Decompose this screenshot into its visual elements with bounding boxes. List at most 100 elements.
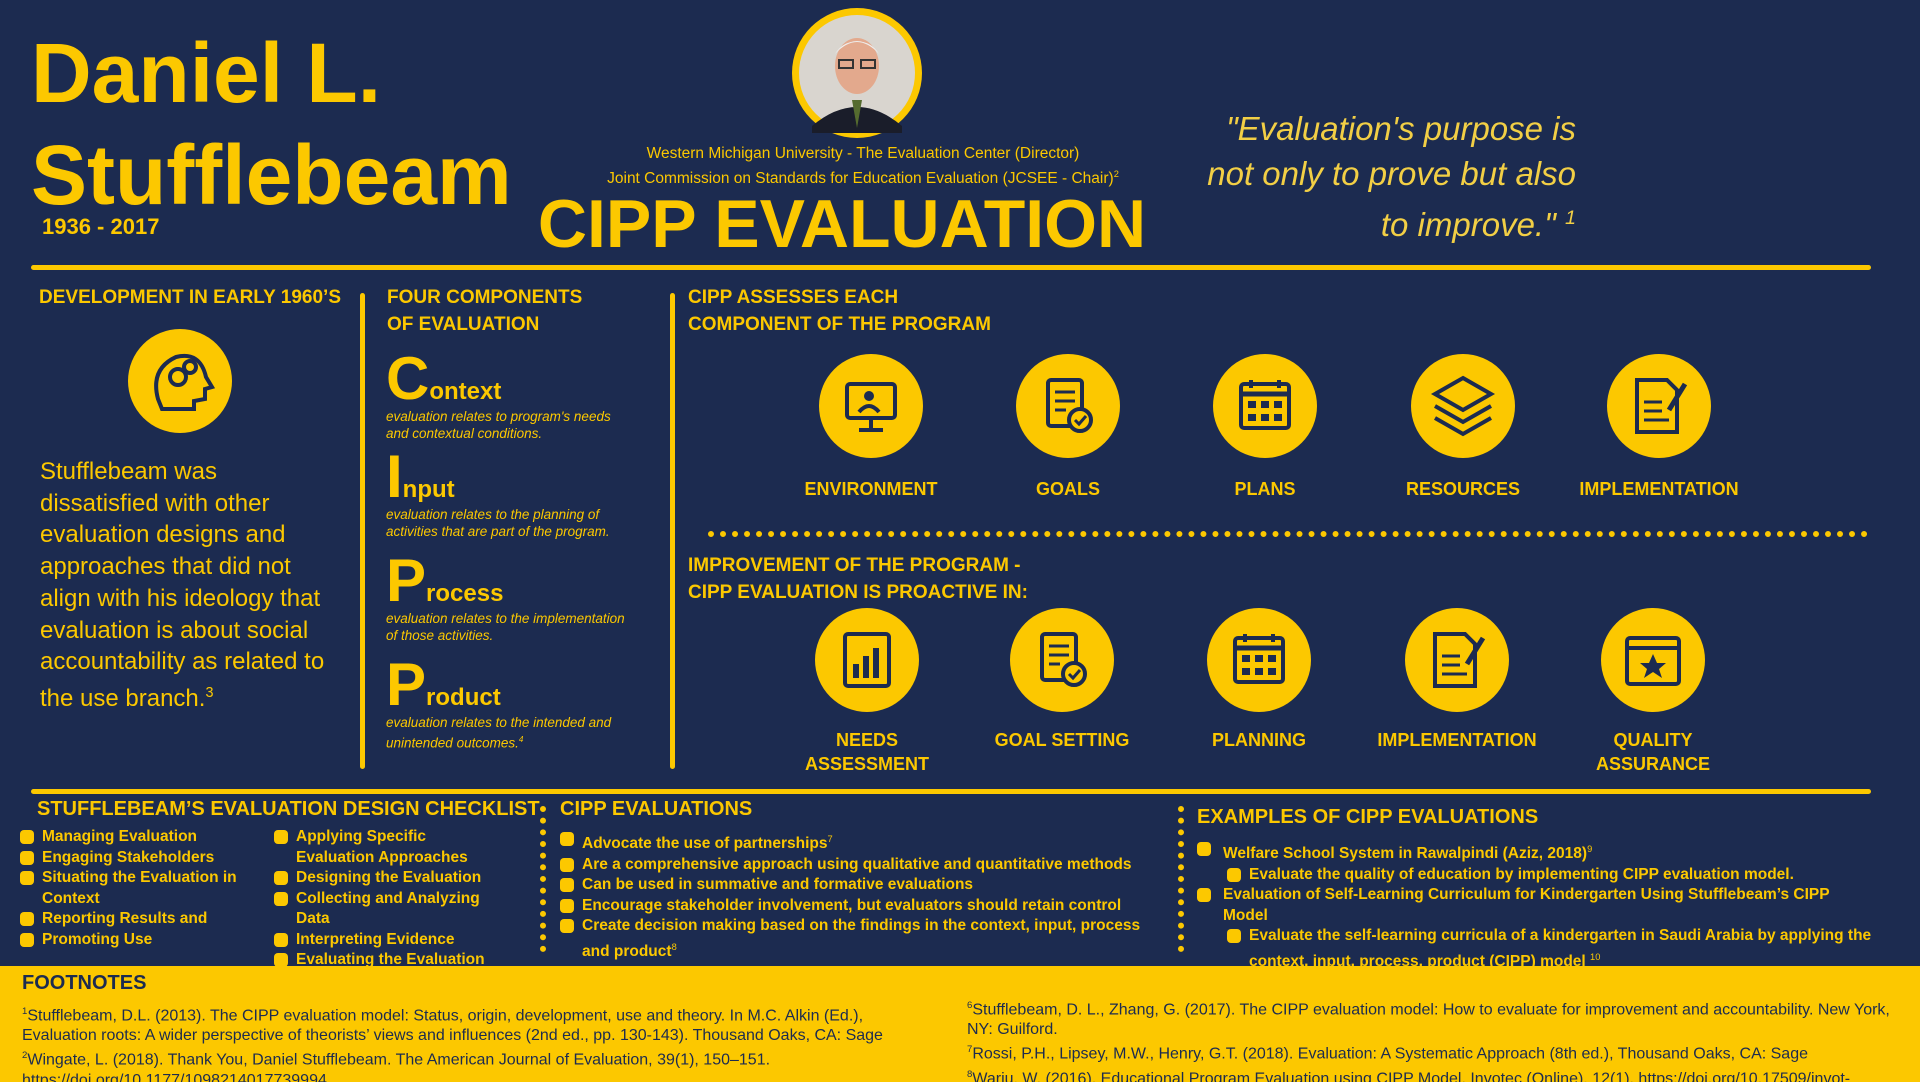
- icon: [128, 329, 232, 433]
- icon-label: QUALITY ASSURANCE: [1595, 730, 1710, 774]
- component-name: rocess: [426, 580, 504, 607]
- icon-label: PLANNING: [1212, 730, 1306, 750]
- initial: C: [386, 345, 430, 412]
- footnote-ref: 2: [1113, 169, 1119, 179]
- footnote-ref: 8: [671, 941, 677, 952]
- list-item: Interpreting Evidence: [274, 930, 504, 951]
- main-title: CIPP EVALUATION: [537, 186, 1147, 262]
- heading-line: IMPROVEMENT OF THE PROGRAM -: [688, 555, 1021, 576]
- footnote-number: 8: [967, 1068, 973, 1080]
- list-item: Managing Evaluation: [20, 827, 260, 848]
- description: evaluation relates to the implementation…: [386, 611, 625, 643]
- dotted-divider: [1178, 806, 1184, 952]
- section-heading: STUFFLEBEAM’S EVALUATION DESIGN CHECKLIS…: [37, 798, 540, 820]
- section-heading: IMPROVEMENT OF THE PROGRAM - CIPP EVALUAT…: [688, 552, 1028, 606]
- footnote-ref: 10: [1590, 951, 1601, 962]
- footnote-ref: 9: [1587, 844, 1593, 854]
- cipp-evaluations: CIPP EVALUATIONS Advocate the use of par…: [560, 798, 1170, 962]
- list-item: Are a comprehensive approach using quali…: [560, 855, 1170, 876]
- list-item: Can be used in summative and formative e…: [560, 875, 1170, 896]
- footnote: 7Rossi, P.H., Lipsey, M.W., Henry, G.T. …: [967, 1040, 1912, 1064]
- footnote-ref: 4: [518, 735, 524, 744]
- initial: P: [386, 547, 427, 614]
- section-heading: CIPP ASSESSES EACH COMPONENT OF THE PROGR…: [688, 284, 991, 338]
- list-item: Collecting and Analyzing Data: [274, 889, 504, 930]
- initial: P: [386, 651, 427, 718]
- list-item: Engaging Stakeholders: [20, 848, 260, 869]
- component: Context evaluation relates to program's n…: [386, 349, 636, 442]
- heading-line: FOUR COMPONENTS: [387, 287, 583, 308]
- list-item: Applying Specific Evaluation Approaches: [274, 827, 504, 868]
- checklist: STUFFLEBEAM’S EVALUATION DESIGN CHECKLIS…: [20, 798, 540, 996]
- divider: [360, 293, 365, 769]
- list-item: Advocate the use of partnerships: [582, 835, 828, 853]
- icon: [1016, 354, 1120, 458]
- list-item: Situating the Evaluation in Context: [20, 868, 260, 909]
- footnotes: FOOTNOTES 1Stufflebeam, D.L. (2013). The…: [0, 966, 1920, 1082]
- footnote-ref: 7: [827, 834, 833, 844]
- icon-label: IMPLEMENTATION: [1579, 479, 1739, 499]
- sub-item: Evaluate the self-learning curricula of …: [1249, 927, 1872, 970]
- description: evaluation relates to program's needs an…: [386, 409, 611, 441]
- footnote: 6Stufflebeam, D. L., Zhang, G. (2017). T…: [967, 996, 1912, 1040]
- component: Input evaluation relates to the planning …: [386, 447, 636, 540]
- footnote: 1Stufflebeam, D.L. (2013). The CIPP eval…: [22, 1002, 942, 1046]
- footnote-ref: 3: [205, 684, 214, 701]
- icon: [815, 608, 919, 712]
- affiliation: Western Michigan University - The Evalua…: [646, 145, 1080, 162]
- affiliations: Western Michigan University - The Evalua…: [563, 144, 1163, 189]
- quote: "Evaluation's purpose is not only to prov…: [1100, 106, 1576, 247]
- icon-label: RESOURCES: [1405, 479, 1521, 499]
- footnote-text: Stufflebeam, D.L. (2013). The CIPP evalu…: [22, 1007, 883, 1045]
- name: Daniel L. Stufflebeam: [31, 22, 512, 226]
- icon-label: IMPLEMENTATION: [1377, 730, 1537, 750]
- footnote-number: 6: [967, 1000, 973, 1011]
- dotted-divider: [708, 531, 1868, 537]
- icon: [1213, 354, 1317, 458]
- sub-item: Evaluate the quality of education by imp…: [1227, 865, 1877, 886]
- component-name: nput: [402, 476, 455, 503]
- icon: [1607, 354, 1711, 458]
- icon-label: GOAL SETTING: [994, 730, 1130, 750]
- divider: [31, 265, 1871, 270]
- list-item: Create decision making based on the find…: [582, 917, 1141, 960]
- list-item: Encourage stakeholder involvement, but e…: [560, 896, 1170, 917]
- list-item: Reporting Results and: [20, 909, 260, 930]
- initial: I: [386, 443, 403, 510]
- component: Process evaluation relates to the impleme…: [386, 551, 636, 644]
- list-item: Evaluation of Self-Learning Curriculum f…: [1197, 885, 1877, 926]
- icon: [819, 354, 923, 458]
- development-text: Stufflebeam was dissatisfied with other …: [40, 456, 340, 715]
- icon-label: GOALS: [1035, 479, 1100, 499]
- description: evaluation relates to the planning of ac…: [386, 507, 610, 539]
- section-heading: FOOTNOTES: [22, 972, 147, 994]
- footnote-text: Warju, W. (2016). Educational Program Ev…: [972, 1069, 1851, 1082]
- footnote-text: Stufflebeam, D. L., Zhang, G. (2017). Th…: [967, 1001, 1890, 1039]
- examples: EXAMPLES OF CIPP EVALUATIONS Welfare Sch…: [1197, 806, 1877, 972]
- footnote: 8Warju, W. (2016). Educational Program E…: [967, 1065, 1912, 1082]
- quote-line: to improve.": [1380, 206, 1556, 243]
- icon: [1411, 354, 1515, 458]
- icon-label: PLANS: [1234, 479, 1296, 499]
- portrait: [792, 8, 922, 138]
- icon: [1010, 608, 1114, 712]
- icon-label: ENVIRONMENT: [804, 479, 938, 499]
- affiliation: Joint Commission on Standards for Educat…: [607, 170, 1114, 188]
- heading-line: CIPP EVALUATION IS PROACTIVE IN:: [688, 582, 1028, 603]
- footnote-text: Rossi, P.H., Lipsey, M.W., Henry, G.T. (…: [972, 1045, 1808, 1063]
- section-heading: EXAMPLES OF CIPP EVALUATIONS: [1197, 806, 1539, 828]
- divider: [670, 293, 675, 769]
- footnote-number: 7: [967, 1044, 973, 1056]
- list-item: Welfare School System in Rawalpindi (Azi…: [1223, 845, 1588, 863]
- list-item: Promoting Use: [20, 930, 260, 951]
- icon: [1405, 608, 1509, 712]
- heading-line: COMPONENT OF THE PROGRAM: [688, 314, 991, 335]
- component-name: ontext: [429, 378, 502, 405]
- footnote-number: 1: [22, 1006, 28, 1017]
- quote-line: not only to prove but also: [1207, 155, 1576, 192]
- quote-line: "Evaluation's purpose is: [1225, 110, 1576, 147]
- icon-label: NEEDS ASSESSMENT: [804, 730, 930, 774]
- paragraph: Stufflebeam was dissatisfied with other …: [40, 458, 325, 712]
- name-line: Daniel L.: [31, 26, 382, 120]
